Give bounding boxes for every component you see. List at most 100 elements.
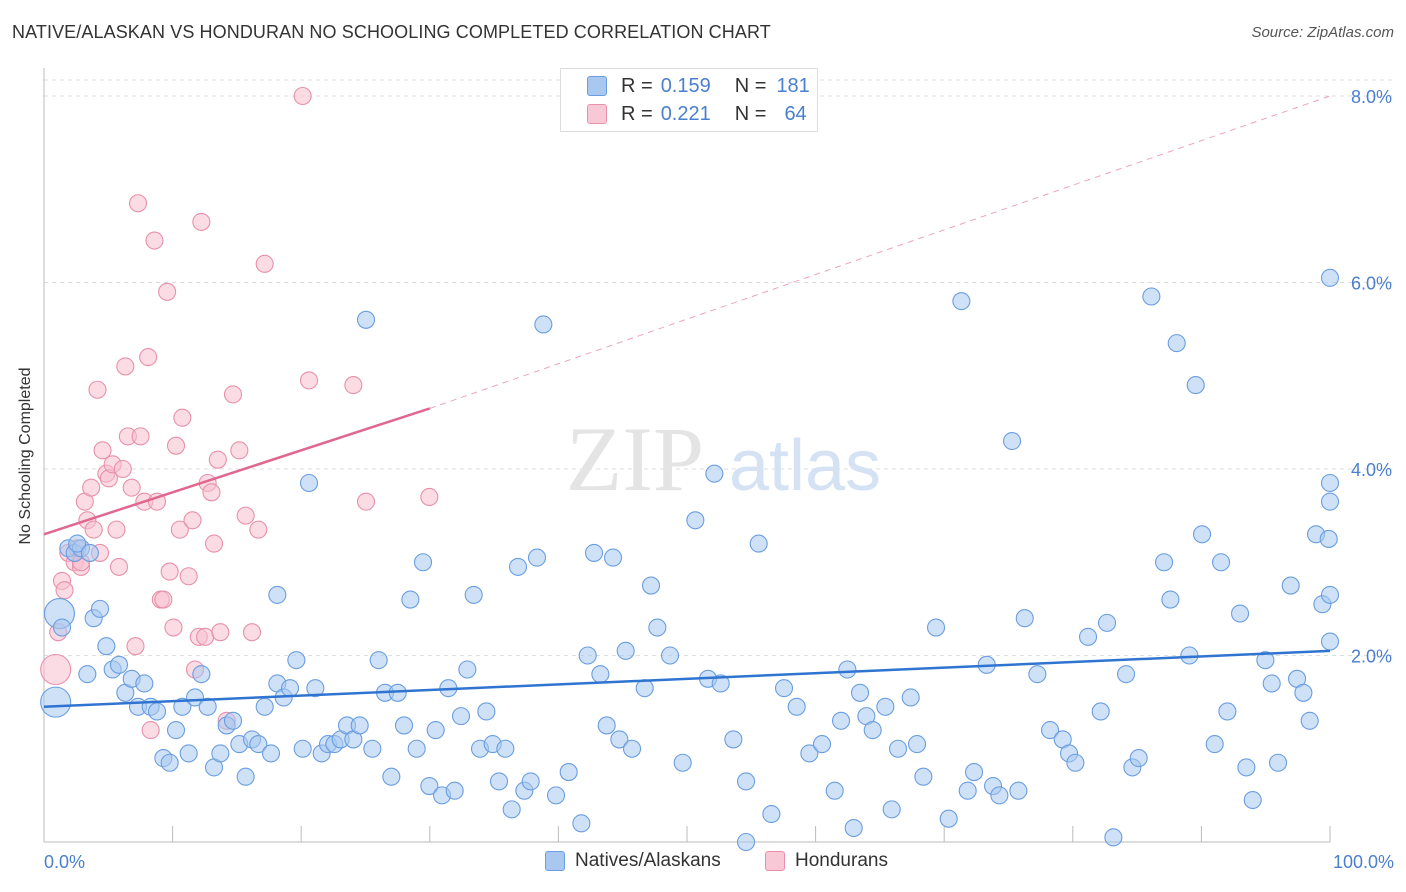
honduran-point — [82, 478, 101, 497]
honduran-point — [208, 450, 227, 469]
native-point — [496, 739, 515, 758]
native-point — [1091, 702, 1110, 721]
native-point — [394, 716, 414, 735]
native-point — [673, 753, 692, 772]
native-point — [97, 637, 116, 656]
native-point — [724, 730, 743, 749]
watermark: ZIP atlas — [566, 408, 881, 510]
native-point — [287, 651, 306, 670]
grid-lines — [44, 79, 1392, 656]
native-point — [610, 730, 629, 749]
native-point — [641, 576, 661, 595]
native-point — [135, 674, 154, 693]
n-label: N = — [734, 102, 767, 125]
honduran-point — [211, 623, 230, 642]
hondurans-legend-swatch — [765, 851, 785, 871]
honduran-point — [255, 254, 274, 273]
native-point — [502, 800, 521, 819]
y-tick-labels: 2.0% 4.0% 6.0% 8.0% — [1351, 87, 1392, 667]
native-point — [800, 744, 819, 763]
watermark-atlas: atlas — [729, 426, 881, 506]
native-point — [578, 646, 597, 665]
series-legend: Natives/Alaskans Hondurans — [0, 850, 1406, 878]
native-point — [68, 534, 87, 553]
native-point — [736, 772, 756, 791]
native-point — [825, 781, 844, 800]
native-point — [1243, 790, 1262, 810]
native-point — [926, 618, 946, 637]
native-point — [882, 800, 901, 819]
native-point — [831, 711, 851, 730]
honduran-point — [147, 492, 167, 511]
honduran-point — [236, 506, 255, 525]
native-point — [787, 697, 806, 716]
native-point — [179, 744, 198, 763]
honduran-point — [166, 436, 186, 455]
n-label: N = — [734, 74, 767, 97]
native-point — [749, 534, 768, 553]
native-point — [559, 763, 578, 782]
native-point — [1320, 473, 1340, 493]
native-point — [1192, 525, 1212, 544]
hondurans-trend-extension — [429, 95, 1331, 409]
native-point — [844, 818, 863, 838]
source-credit: Source: ZipAtlas.com — [1251, 24, 1394, 41]
native-point — [508, 557, 528, 576]
native-point — [964, 763, 984, 782]
native-point — [458, 660, 477, 679]
honduran-point — [249, 520, 268, 539]
native-point — [705, 464, 724, 483]
honduran-point — [170, 520, 189, 539]
honduran-point — [122, 478, 141, 497]
honduran-point — [88, 380, 107, 399]
natives-legend-swatch — [545, 851, 565, 871]
native-point — [1028, 665, 1047, 684]
native-point — [420, 776, 439, 796]
native-point — [293, 739, 312, 758]
y-tick-label: 4.0% — [1351, 460, 1392, 480]
honduran-point — [154, 590, 173, 609]
honduran-point — [131, 427, 150, 446]
r-label: R = — [621, 74, 653, 97]
native-point — [1116, 665, 1136, 684]
native-point — [1320, 632, 1340, 651]
native-point — [1009, 781, 1028, 800]
legend-item-hondurans: Hondurans — [765, 850, 888, 872]
honduran-point — [109, 557, 129, 576]
native-point — [223, 711, 243, 730]
native-point — [1319, 529, 1338, 548]
honduran-point — [116, 357, 135, 376]
honduran-point — [202, 483, 221, 502]
native-point — [80, 543, 99, 562]
honduran-point — [173, 408, 192, 427]
native-point — [147, 702, 167, 721]
native-point — [1142, 287, 1161, 306]
native-point — [1294, 683, 1313, 702]
native-point — [762, 804, 781, 824]
native-point — [812, 735, 832, 754]
native-point — [711, 674, 730, 693]
honduran-point — [183, 511, 202, 530]
native-point — [888, 739, 908, 758]
stats-legend: R = 0.159 N = 181 R = 0.221 N = 64 — [560, 68, 818, 132]
native-point — [939, 809, 958, 828]
y-axis-label: No Schooling Completed — [17, 367, 34, 545]
native-point — [211, 744, 230, 763]
native-point — [648, 618, 667, 637]
native-point — [591, 665, 610, 684]
native-point — [774, 679, 794, 698]
native-point — [1237, 758, 1256, 777]
native-point — [255, 697, 274, 716]
native-point — [1161, 590, 1180, 609]
native-point — [1015, 609, 1034, 628]
hondurans-swatch — [587, 104, 607, 124]
native-point — [407, 739, 426, 758]
honduran-point — [192, 212, 211, 231]
native-point — [426, 721, 445, 740]
native-point — [1320, 268, 1340, 287]
native-point — [1320, 492, 1340, 511]
native-point — [1078, 627, 1098, 646]
honduran-point — [223, 385, 243, 404]
honduran-point — [93, 441, 112, 460]
hondurans-trend-line — [43, 407, 431, 536]
